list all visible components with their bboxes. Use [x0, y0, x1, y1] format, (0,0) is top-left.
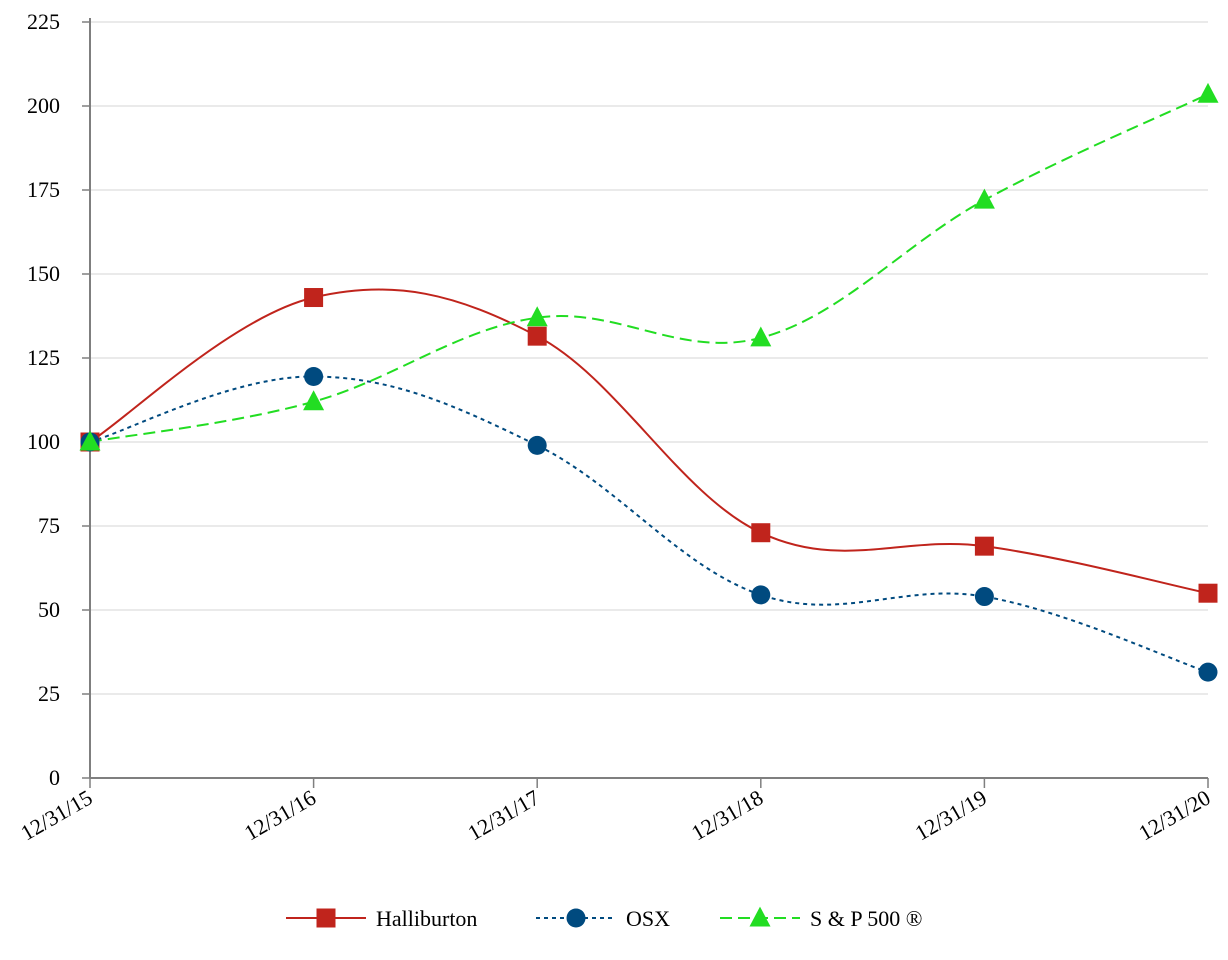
y-tick-label: 50 [38, 597, 60, 622]
axes: 0 25 50 75 100 125 150 175 200 225 12/31/15 12/31/1… [16, 9, 1214, 845]
y-tick-label: 100 [27, 429, 60, 454]
legend-label-1: OSX [626, 906, 670, 931]
legend-marker-2 [749, 906, 771, 927]
y-tick-label: 175 [27, 177, 60, 202]
series-lines [89, 93, 1209, 674]
x-tick-label: 12/31/18 [687, 785, 767, 846]
x-tick-label: 12/31/16 [240, 785, 320, 846]
x-tick-label: 12/31/19 [911, 785, 991, 846]
series-line-1 [89, 375, 1209, 674]
legend-label-0: Halliburton [376, 906, 477, 931]
series-0-point-3 [751, 523, 771, 543]
x-tick-label: 12/31/15 [16, 785, 96, 846]
series-markers [79, 82, 1219, 682]
series-2-point-3 [750, 326, 772, 347]
legend-marker-1 [566, 908, 586, 928]
y-tick-label: 200 [27, 93, 60, 118]
series-2-point-0 [79, 430, 101, 451]
series-1-point-2 [527, 435, 547, 455]
x-tick-label: 12/31/17 [463, 785, 543, 846]
y-tick-label: 150 [27, 261, 60, 286]
series-2-point-1 [303, 390, 325, 411]
x-tick-label: 12/31/20 [1134, 785, 1214, 846]
y-tick-label: 0 [49, 765, 60, 790]
legend-label-2: S & P 500 ® [810, 906, 922, 931]
series-2-point-5 [1197, 82, 1219, 103]
series-0-point-2 [527, 326, 547, 346]
legend: Halliburton OSX S & P 500 ® [286, 906, 922, 931]
y-tick-label: 75 [38, 513, 60, 538]
series-2-point-4 [973, 188, 995, 209]
gridlines [90, 21, 1208, 695]
series-1-point-5 [1198, 662, 1218, 682]
y-tick-label: 25 [38, 681, 60, 706]
y-tick-label: 225 [27, 9, 60, 34]
legend-marker-0 [316, 908, 336, 928]
series-1-point-4 [974, 587, 994, 607]
series-0-point-1 [304, 288, 324, 308]
series-1-point-1 [304, 366, 324, 386]
series-line-0 [89, 288, 1209, 595]
series-1-point-3 [751, 585, 771, 605]
series-0-point-4 [974, 536, 994, 556]
y-tick-label: 125 [27, 345, 60, 370]
series-line-2 [89, 93, 1209, 443]
series-0-point-5 [1198, 583, 1218, 603]
series-2-point-2 [526, 306, 548, 327]
